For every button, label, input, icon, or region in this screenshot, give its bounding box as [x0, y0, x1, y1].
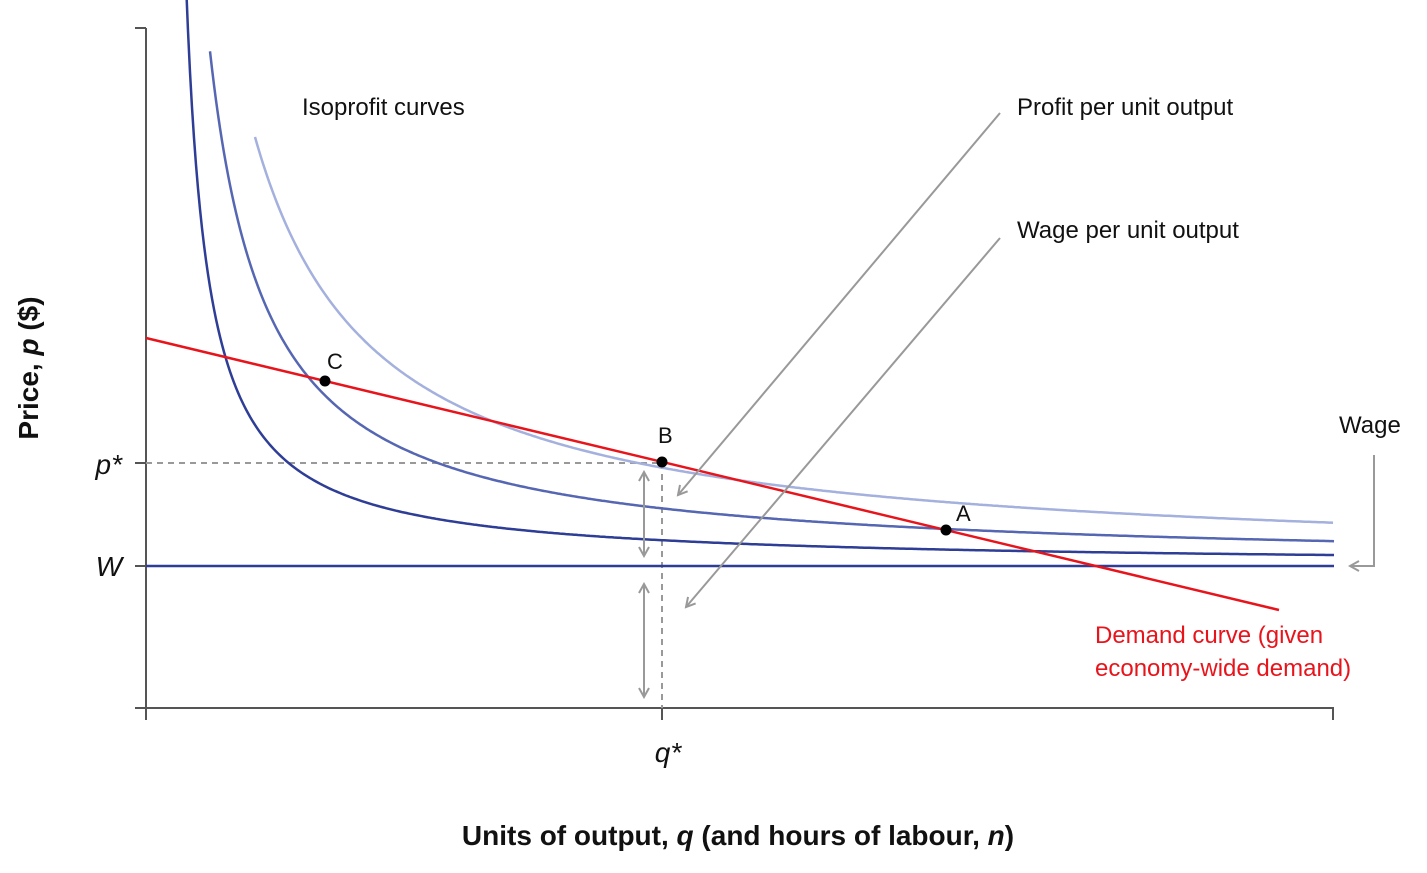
demand-curve	[145, 336, 1280, 612]
demand-curve-label-line1: Demand curve (given	[1095, 622, 1323, 649]
point-c	[319, 375, 331, 387]
isoprofit-curves-label: Isoprofit curves	[302, 94, 465, 121]
point-a	[940, 524, 952, 536]
pstar-tick-label: p*	[95, 449, 124, 480]
point-a-label: A	[956, 501, 971, 526]
x-axis-title: Units of output, q (and hours of labour,…	[462, 820, 1014, 851]
point-c-label: C	[327, 349, 343, 374]
wage-tick-label: W	[96, 551, 125, 582]
profit-per-unit-label: Profit per unit output	[1017, 94, 1233, 121]
isoprofit-curve-middle	[208, 51, 1335, 543]
isoprofit-curve-low	[185, 0, 1334, 557]
wage-label: Wage	[1339, 412, 1401, 439]
isoprofit-curve-high	[253, 136, 1334, 524]
wage-pointer-arrow-icon	[686, 237, 1001, 607]
point-b	[656, 456, 668, 468]
profit-pointer-arrow-icon	[678, 112, 1001, 495]
point-b-label: B	[658, 423, 673, 448]
demand-curve-label-line2: economy-wide demand)	[1095, 655, 1351, 682]
wage-per-unit-label: Wage per unit output	[1017, 217, 1239, 244]
wage-label-arrow-icon	[1350, 455, 1375, 566]
y-axis-title: Price, p ($)	[13, 296, 44, 439]
qstar-tick-label: q*	[655, 737, 683, 768]
